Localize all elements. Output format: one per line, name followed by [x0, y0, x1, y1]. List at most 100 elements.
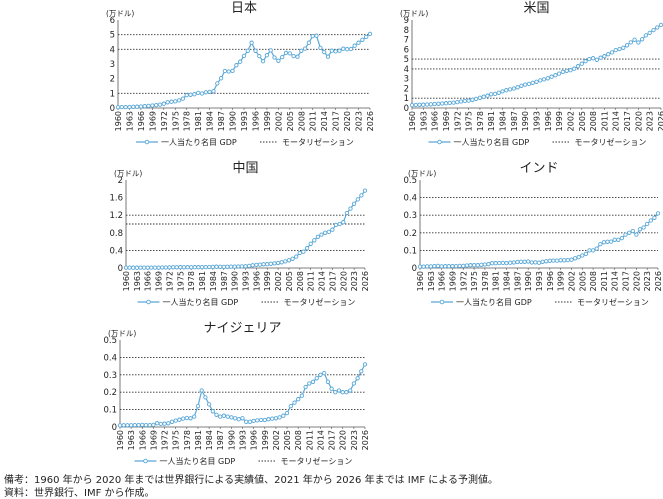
x-tick-label: 1996	[252, 271, 261, 291]
x-tick-label: 1972	[160, 111, 169, 131]
gdp-data-point	[266, 417, 271, 422]
x-tick-label: 2008	[294, 430, 303, 450]
gdp-data-point	[485, 93, 490, 98]
x-tick-label: 2011	[600, 271, 609, 291]
y-tick-label: 2	[110, 75, 115, 85]
gdp-data-point	[203, 90, 208, 95]
x-tick-label: 1981	[487, 111, 496, 131]
gdp-data-point	[184, 415, 189, 421]
gdp-data-point	[556, 71, 562, 76]
y-tick-label: 4	[404, 65, 409, 75]
gdp-data-point	[575, 64, 581, 69]
x-tick-label: 2011	[307, 271, 316, 291]
y-axis-unit-label: (万ドル)	[108, 329, 136, 338]
gdp-data-point	[553, 73, 558, 78]
gdp-data-point	[151, 422, 156, 428]
gdp-data-point	[232, 416, 238, 421]
gdp-data-point	[181, 265, 187, 270]
gdp-data-point	[184, 92, 189, 98]
y-tick-label: 0.5	[103, 336, 117, 346]
y-tick-label: 1	[404, 94, 409, 104]
gdp-data-point	[330, 227, 335, 232]
gdp-data-point	[268, 48, 273, 53]
x-tick-label: 2005	[285, 271, 294, 291]
gdp-data-point	[170, 265, 176, 270]
gdp-data-point	[310, 379, 316, 384]
gdp-data-point	[590, 248, 596, 253]
y-tick-label: 0	[118, 264, 123, 274]
gdp-data-point	[450, 263, 455, 269]
gdp-data-point	[486, 261, 491, 267]
x-tick-label: 2023	[646, 111, 655, 131]
gdp-data-point	[225, 264, 230, 269]
gdp-data-point	[333, 49, 338, 54]
gdp-data-point	[359, 193, 364, 198]
gdp-data-point	[462, 98, 467, 104]
gdp-data-point	[601, 240, 607, 245]
y-tick-label: 0.5	[403, 176, 417, 186]
chart-title: 日本	[231, 1, 257, 16]
y-tick-label: 1	[110, 89, 115, 99]
gdp-data-point	[152, 265, 158, 270]
x-tick-label: 2005	[286, 111, 295, 131]
gdp-data-point	[272, 261, 277, 266]
y-axis-unit-label: (万ドル)	[400, 9, 428, 18]
gdp-data-point	[651, 27, 656, 33]
y-tick-label: 3	[404, 75, 409, 85]
gdp-data-point	[173, 418, 178, 423]
gdp-data-point	[518, 259, 524, 264]
x-tick-label: 2023	[355, 111, 364, 131]
x-tick-label: 1978	[476, 111, 485, 131]
x-tick-label: 1960	[122, 271, 131, 291]
gdp-data-point	[154, 421, 160, 426]
x-tick-label: 1984	[503, 271, 512, 291]
x-tick-label: 1975	[465, 111, 474, 131]
gdp-data-point	[291, 53, 296, 59]
y-tick-label: 3	[110, 60, 115, 70]
gdp-data-point	[523, 82, 528, 87]
gdp-data-point	[329, 48, 334, 53]
gdp-data-point	[580, 253, 585, 258]
y-axis-unit-label: (万ドル)	[408, 169, 436, 178]
gdp-data-point	[489, 92, 494, 97]
gdp-data-point	[551, 258, 556, 263]
gdp-data-point	[314, 33, 319, 38]
x-tick-label: 2014	[320, 111, 329, 131]
gdp-data-point	[251, 418, 256, 424]
gdp-data-point	[297, 250, 302, 256]
gdp-data-point	[648, 218, 653, 223]
x-tick-label: 1990	[229, 111, 238, 131]
x-tick-label: 2008	[296, 271, 305, 291]
x-tick-label: 2017	[328, 430, 337, 450]
gdp-data-point	[362, 188, 368, 193]
legend-gdp-label: 一人当たり名目 GDP	[163, 297, 239, 307]
gdp-data-point	[211, 89, 216, 94]
gdp-data-point	[515, 259, 520, 265]
x-tick-label: 2002	[566, 111, 575, 131]
x-tick-label: 1978	[187, 271, 196, 291]
gdp-data-point	[424, 102, 430, 107]
gdp-data-point	[290, 256, 295, 261]
x-tick-label: 1963	[127, 430, 136, 450]
gdp-data-point	[337, 221, 342, 227]
gdp-data-point	[464, 263, 470, 268]
gdp-data-point	[479, 262, 484, 267]
x-tick-label: 1975	[171, 111, 180, 131]
gdp-data-point	[572, 66, 577, 71]
gdp-data-point	[189, 265, 194, 270]
gdp-data-point	[247, 419, 253, 424]
x-tick-label: 2026	[654, 271, 663, 291]
gdp-data-point	[341, 46, 346, 51]
gdp-data-point	[206, 402, 212, 407]
gdp-data-point	[333, 390, 338, 395]
gdp-data-point	[255, 418, 260, 423]
gdp-data-point	[176, 98, 182, 103]
x-tick-label: 1969	[442, 111, 451, 131]
x-tick-label: 1960	[116, 430, 125, 450]
gdp-data-point	[270, 416, 275, 421]
gdp-data-point	[180, 96, 186, 101]
gdp-data-point	[140, 422, 145, 428]
y-tick-label: 0.2	[403, 229, 417, 239]
gdp-data-point	[275, 260, 281, 266]
